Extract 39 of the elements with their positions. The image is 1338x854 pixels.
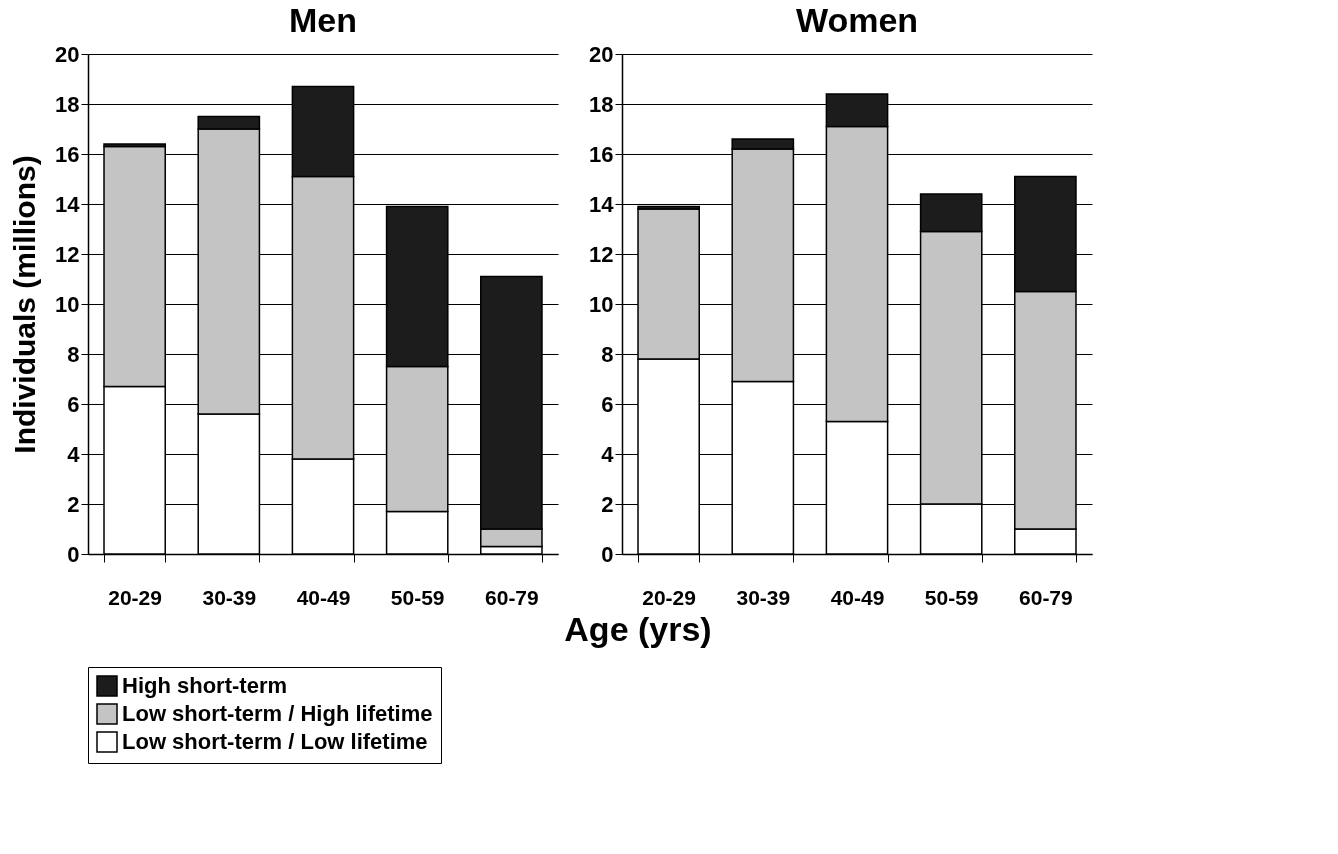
x-tick-label: 20-29	[642, 585, 696, 609]
y-tick-label: 8	[67, 341, 80, 367]
y-tick-label: 2	[601, 491, 614, 517]
y-tick-label: 8	[601, 341, 614, 367]
y-tick-label: 16	[589, 141, 614, 167]
y-tick-label: 20	[589, 41, 614, 67]
y-tick-label: 10	[589, 291, 614, 317]
y-axis-title: Individuals (millions)	[8, 155, 42, 454]
y-tick-label: 18	[589, 91, 614, 117]
x-tick-label: 40-49	[296, 585, 351, 609]
legend-label: High short-term	[122, 673, 287, 698]
x-tick-label: 40-49	[830, 585, 885, 609]
x-axis-title: Age (yrs)	[564, 610, 712, 648]
y-tick-label: 20	[55, 41, 80, 67]
y-tick-label: 14	[589, 191, 615, 217]
y-tick-label: 12	[589, 241, 614, 267]
chart-title: Men	[289, 1, 357, 39]
y-tick-label: 16	[55, 141, 80, 167]
y-tick-label: 6	[601, 391, 614, 417]
x-tick-label: 60-79	[485, 585, 539, 609]
x-tick-label: 30-39	[736, 585, 791, 609]
y-tick-label: 2	[67, 491, 80, 517]
y-tick-label: 12	[55, 241, 80, 267]
legend-label: Low short-term / Low lifetime	[122, 729, 428, 754]
y-tick-label: 4	[67, 441, 81, 467]
y-tick-label: 10	[55, 291, 80, 317]
chart-title: Women	[795, 1, 919, 39]
x-tick-label: 50-59	[390, 585, 445, 609]
x-tick-label: 50-59	[924, 585, 979, 609]
x-tick-label: 30-39	[202, 585, 257, 609]
y-tick-label: 4	[601, 441, 615, 467]
y-tick-label: 0	[67, 541, 80, 567]
y-tick-label: 14	[55, 191, 81, 217]
x-tick-label: 20-29	[108, 585, 162, 609]
x-tick-label: 60-79	[1019, 585, 1073, 609]
legend-label: Low short-term / High lifetime	[122, 701, 433, 726]
y-tick-label: 6	[67, 391, 80, 417]
y-tick-label: 0	[601, 541, 614, 567]
y-tick-label: 18	[55, 91, 80, 117]
